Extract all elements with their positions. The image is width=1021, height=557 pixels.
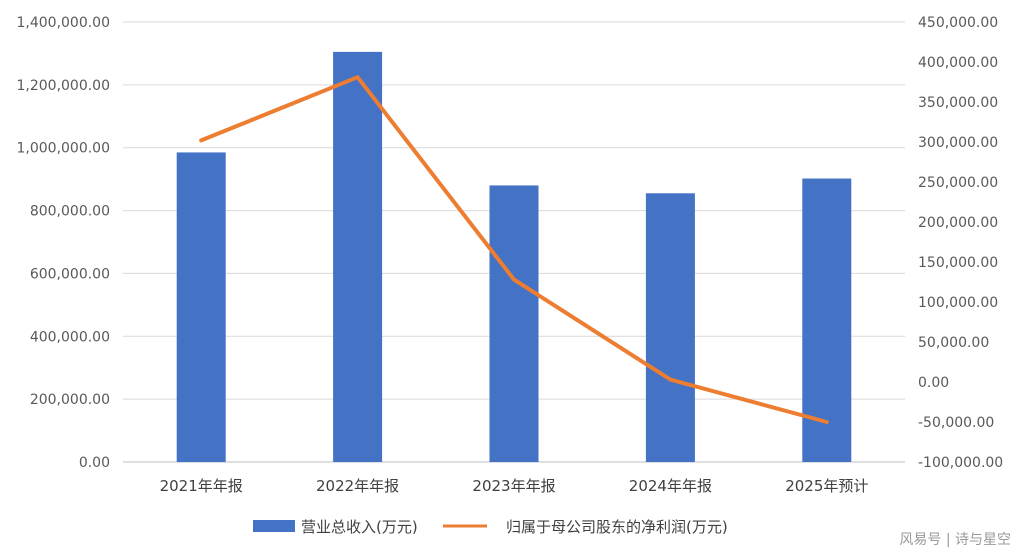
left-tick-label: 0.00: [79, 455, 110, 471]
x-axis-categories: 2021年年报 2022年年报 2023年年报 2024年年报 2025年预计: [160, 477, 869, 495]
bar: [176, 152, 226, 462]
category-label: 2023年年报: [472, 477, 555, 495]
right-tick-label: 0.00: [918, 375, 949, 391]
right-tick-label: 150,000.00: [918, 255, 998, 271]
right-tick-label: 250,000.00: [918, 175, 998, 191]
left-tick-label: 1,200,000.00: [16, 78, 110, 94]
right-tick-label: 200,000.00: [918, 215, 998, 231]
category-label: 2022年年报: [316, 477, 399, 495]
left-tick-label: 200,000.00: [30, 392, 110, 408]
left-tick-label: 400,000.00: [30, 329, 110, 345]
legend: 营业总收入(万元) 归属于母公司股东的净利润(万元): [253, 518, 728, 536]
line-series: [199, 75, 829, 424]
left-tick-label: 1,400,000.00: [16, 15, 110, 31]
right-axis-ticks: -100,000.00 -50,000.00 0.00 50,000.00 100,00…: [918, 15, 1003, 471]
bar: [333, 51, 383, 462]
legend-bar-swatch: [253, 520, 295, 532]
right-tick-label: 400,000.00: [918, 55, 998, 71]
category-label: 2021年年报: [160, 477, 243, 495]
bar: [802, 178, 852, 462]
bar-series: [176, 51, 852, 463]
right-tick-label: 100,000.00: [918, 295, 998, 311]
left-tick-label: 600,000.00: [30, 266, 110, 282]
left-tick-label: 1,000,000.00: [16, 141, 110, 157]
watermark: 风易号 | 诗与星空: [899, 532, 1011, 548]
legend-line-label: 归属于母公司股东的净利润(万元): [506, 518, 728, 536]
right-tick-label: 450,000.00: [918, 15, 998, 31]
right-tick-label: -100,000.00: [918, 455, 1003, 471]
bar: [489, 185, 539, 462]
bar: [645, 193, 695, 463]
right-tick-label: -50,000.00: [918, 415, 994, 431]
left-tick-label: 800,000.00: [30, 204, 110, 220]
category-label: 2024年年报: [629, 477, 712, 495]
right-tick-label: 300,000.00: [918, 135, 998, 151]
left-axis-ticks: 0.00 200,000.00 400,000.00 600,000.00 800,00…: [16, 15, 110, 471]
category-label: 2025年预计: [785, 477, 868, 495]
right-tick-label: 50,000.00: [918, 335, 989, 351]
legend-bar-label: 营业总收入(万元): [301, 518, 418, 536]
right-tick-label: 350,000.00: [918, 95, 998, 111]
